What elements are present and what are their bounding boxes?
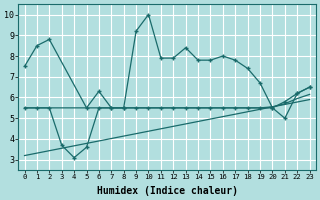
X-axis label: Humidex (Indice chaleur): Humidex (Indice chaleur) bbox=[97, 186, 237, 196]
